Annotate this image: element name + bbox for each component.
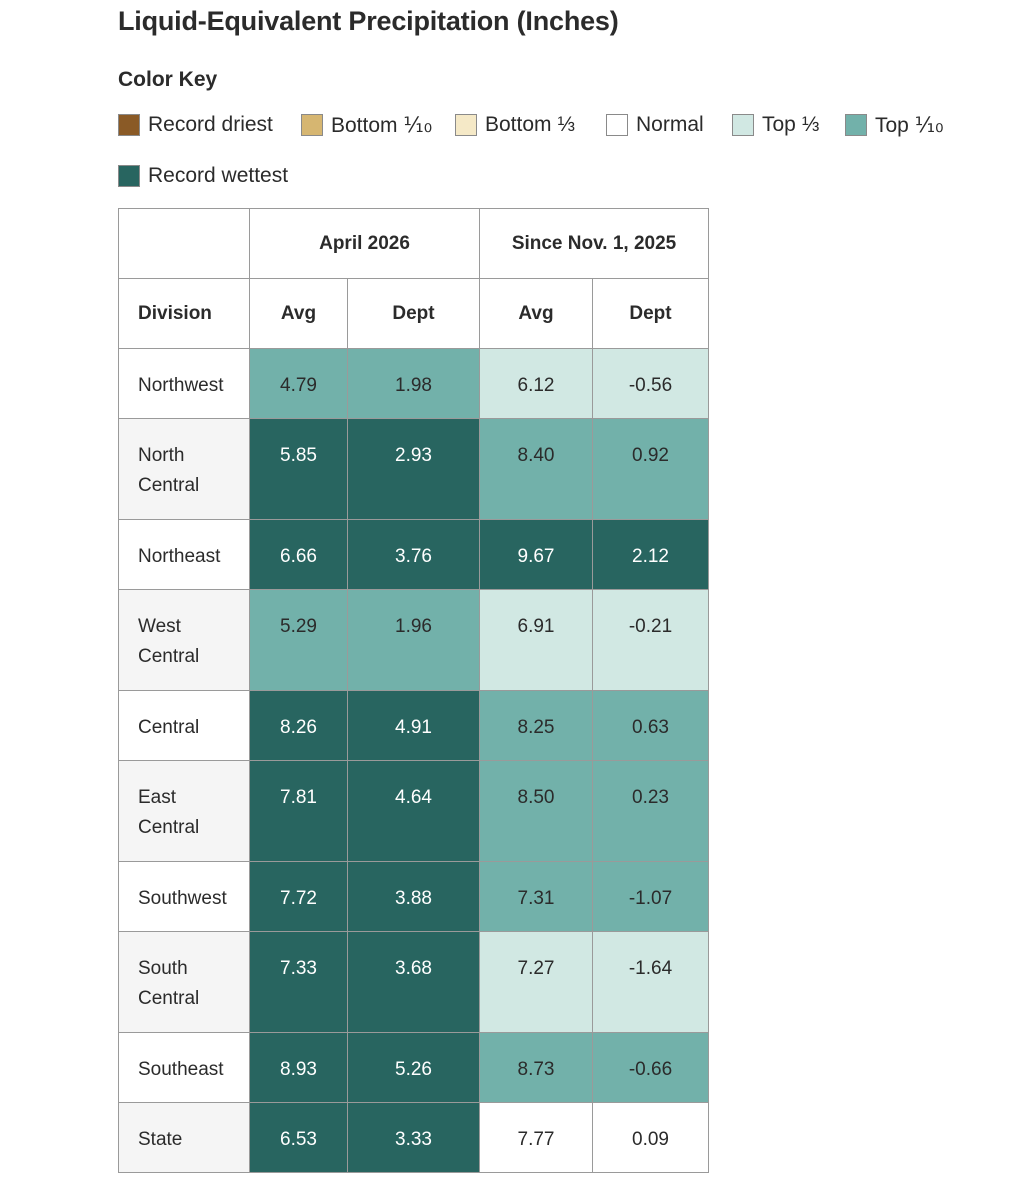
april-dept-cell: 5.26 [346, 1032, 481, 1103]
april-avg-cell: 8.26 [249, 690, 348, 761]
table-body: Northwest 4.79 1.98 6.12 -0.56 North Cen… [118, 348, 710, 1173]
legend-item-top-third: Top ⅓ [732, 110, 819, 140]
division-cell: East Central [118, 760, 250, 862]
april-dept-cell: 2.93 [346, 418, 481, 520]
since-avg-cell: 8.25 [479, 690, 594, 761]
april-dept-cell: 3.76 [346, 519, 481, 590]
division-cell: Northeast [118, 519, 250, 590]
column-header-avg: Avg [479, 278, 594, 349]
april-dept-cell: 1.98 [346, 348, 481, 419]
april-dept-cell: 3.88 [346, 861, 481, 932]
legend-label: Top ⅒ [875, 113, 944, 137]
legend-swatch-normal [606, 114, 628, 136]
april-avg-cell: 5.85 [249, 418, 348, 520]
since-dept-cell: 0.09 [592, 1102, 710, 1173]
since-avg-cell: 7.27 [479, 931, 594, 1033]
since-dept-cell: 0.23 [592, 760, 710, 862]
table-row: Northwest 4.79 1.98 6.12 -0.56 [118, 348, 710, 419]
division-cell: North Central [118, 418, 250, 520]
since-dept-cell: -0.66 [592, 1032, 710, 1103]
legend-swatch-top-tenth [845, 114, 867, 136]
april-dept-cell: 4.64 [346, 760, 481, 862]
since-dept-cell: -0.21 [592, 589, 710, 691]
table-row: Southeast 8.93 5.26 8.73 -0.66 [118, 1032, 710, 1103]
april-avg-cell: 7.33 [249, 931, 348, 1033]
table-row: North Central 5.85 2.93 8.40 0.92 [118, 418, 710, 520]
legend-swatch-record-wettest [118, 165, 140, 187]
since-avg-cell: 6.12 [479, 348, 594, 419]
division-cell: Southeast [118, 1032, 250, 1103]
since-avg-cell: 6.91 [479, 589, 594, 691]
since-avg-cell: 7.31 [479, 861, 594, 932]
precipitation-table: April 2026 Since Nov. 1, 2025 Division A… [118, 208, 710, 1173]
april-avg-cell: 8.93 [249, 1032, 348, 1103]
legend-swatch-top-third [732, 114, 754, 136]
legend-label: Normal [636, 113, 704, 136]
column-header-avg: Avg [249, 278, 348, 349]
table-row: Northeast 6.66 3.76 9.67 2.12 [118, 519, 710, 590]
division-cell: State [118, 1102, 250, 1173]
table-row: Southwest 7.72 3.88 7.31 -1.07 [118, 861, 710, 932]
since-avg-cell: 8.50 [479, 760, 594, 862]
legend-swatch-bottom-third [455, 114, 477, 136]
since-dept-cell: 2.12 [592, 519, 710, 590]
legend-label: Record driest [148, 113, 273, 136]
april-dept-cell: 3.33 [346, 1102, 481, 1173]
since-avg-cell: 8.40 [479, 418, 594, 520]
legend-swatch-bottom-tenth [301, 114, 323, 136]
column-header-dept: Dept [592, 278, 710, 349]
legend-item-top-tenth: Top ⅒ [845, 110, 943, 140]
group-header-april: April 2026 [248, 208, 481, 279]
legend-item-normal: Normal [606, 110, 704, 140]
legend-swatch-record-driest [118, 114, 140, 136]
legend-item-bottom-third: Bottom ⅓ [455, 110, 575, 140]
legend-label: Top ⅓ [762, 113, 820, 136]
table-row: East Central 7.81 4.64 8.50 0.23 [118, 760, 710, 862]
april-dept-cell: 4.91 [346, 690, 481, 761]
division-cell: Central [118, 690, 250, 761]
table-row: Central 8.26 4.91 8.25 0.63 [118, 690, 710, 761]
april-avg-cell: 5.29 [249, 589, 348, 691]
division-cell: West Central [118, 589, 250, 691]
table-row: West Central 5.29 1.96 6.91 -0.21 [118, 589, 710, 691]
april-dept-cell: 1.96 [346, 589, 481, 691]
since-dept-cell: -1.64 [592, 931, 710, 1033]
division-cell: Southwest [118, 861, 250, 932]
since-dept-cell: 0.92 [592, 418, 710, 520]
april-avg-cell: 6.66 [249, 519, 348, 590]
division-cell: Northwest [118, 348, 250, 419]
table-row: South Central 7.33 3.68 7.27 -1.64 [118, 931, 710, 1033]
column-header-dept: Dept [346, 278, 481, 349]
since-dept-cell: -1.07 [592, 861, 710, 932]
legend-label: Bottom ⅓ [485, 113, 575, 136]
legend-item-record-wettest: Record wettest [118, 161, 288, 191]
since-avg-cell: 8.73 [479, 1032, 594, 1103]
legend-label: Record wettest [148, 164, 289, 187]
color-key-heading: Color Key [118, 68, 218, 91]
division-cell: South Central [118, 931, 250, 1033]
empty-header-cell [118, 208, 250, 279]
group-header-since-nov: Since Nov. 1, 2025 [479, 208, 710, 279]
group-header-row: April 2026 Since Nov. 1, 2025 [118, 208, 710, 279]
since-avg-cell: 7.77 [479, 1102, 594, 1173]
april-avg-cell: 7.81 [249, 760, 348, 862]
page-title: Liquid-Equivalent Precipitation (Inches) [118, 6, 619, 36]
column-header-row: Division Avg Dept Avg Dept [118, 278, 710, 349]
table-row: State 6.53 3.33 7.77 0.09 [118, 1102, 710, 1173]
april-avg-cell: 7.72 [249, 861, 348, 932]
since-dept-cell: -0.56 [592, 348, 710, 419]
april-dept-cell: 3.68 [346, 931, 481, 1033]
april-avg-cell: 4.79 [249, 348, 348, 419]
column-header-division: Division [118, 278, 250, 349]
since-avg-cell: 9.67 [479, 519, 594, 590]
legend-label: Bottom ⅒ [331, 113, 433, 137]
legend-item-bottom-tenth: Bottom ⅒ [301, 110, 432, 140]
legend-item-record-driest: Record driest [118, 110, 273, 140]
april-avg-cell: 6.53 [249, 1102, 348, 1173]
since-dept-cell: 0.63 [592, 690, 710, 761]
